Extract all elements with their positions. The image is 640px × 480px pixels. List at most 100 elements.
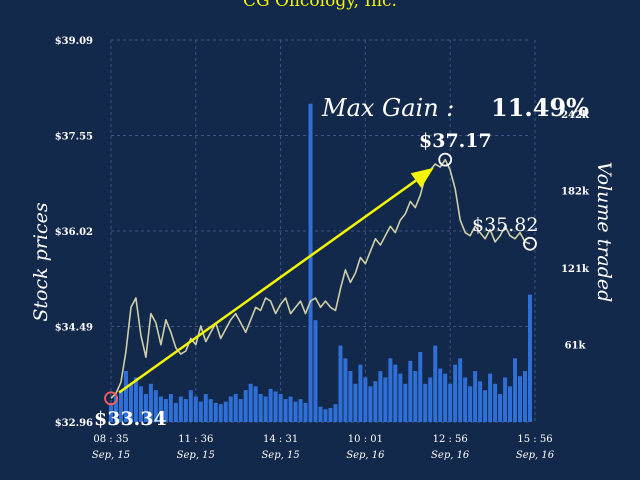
- volume-bar: [328, 407, 333, 422]
- start-price-label: $33.34: [94, 408, 167, 430]
- volume-bar: [498, 393, 503, 422]
- volume-bar: [243, 390, 248, 422]
- volume-bar: [258, 393, 263, 422]
- volume-bar: [268, 388, 273, 422]
- volume-bar: [123, 371, 128, 422]
- volume-bar: [518, 376, 523, 422]
- volume-bar: [413, 371, 418, 422]
- volume-bar: [118, 390, 123, 422]
- volume-bar: [263, 396, 268, 422]
- tick-labels: $32.96 $34.49 $36.02 $37.55 $39.09 61k 121k 182…: [55, 36, 590, 461]
- x-tick-date: Sep, 15: [92, 450, 130, 461]
- price-line: [110, 158, 531, 399]
- volume-bar: [248, 383, 253, 422]
- volume-bar: [333, 404, 338, 422]
- volume-bar: [183, 399, 188, 422]
- volume-bar: [228, 396, 233, 422]
- volume-bar: [303, 402, 308, 422]
- volume-bar: [373, 381, 378, 422]
- volume-bar: [528, 294, 532, 422]
- volume-bar: [109, 402, 113, 422]
- volume-bar: [393, 364, 398, 422]
- volume-bar: [368, 386, 373, 422]
- max-gain-value: 11.49%: [491, 93, 589, 122]
- volume-bar: [153, 390, 158, 422]
- volume-bar: [198, 401, 203, 422]
- x-tick-date: Sep, 16: [346, 450, 385, 461]
- y2-tick-label: 242k: [561, 110, 590, 121]
- volume-bar: [308, 103, 313, 423]
- volume-bar: [453, 364, 458, 422]
- volume-bar: [143, 393, 148, 422]
- x-tick-date: Sep, 15: [261, 450, 299, 461]
- volume-bar: [208, 399, 213, 422]
- volume-bar: [388, 358, 393, 422]
- volume-bar: [493, 383, 498, 422]
- volume-bar: [433, 345, 438, 422]
- max-gain-label: Max Gain :: [321, 94, 454, 122]
- volume-bar: [353, 383, 358, 422]
- volume-bar: [238, 399, 243, 422]
- volume-bar: [463, 377, 468, 422]
- volume-bar: [443, 373, 448, 422]
- max-price-label: $37.17: [419, 130, 492, 152]
- y-tick-label: $32.96: [55, 418, 93, 429]
- x-tick-date: Sep, 15: [177, 450, 215, 461]
- volume-bar: [128, 383, 133, 422]
- volume-bar: [298, 399, 303, 422]
- volume-bar: [488, 373, 493, 422]
- volume-bar: [348, 371, 353, 422]
- volume-bars: [109, 103, 532, 423]
- volume-bar: [363, 377, 368, 422]
- x-tick-date: Sep, 16: [431, 450, 470, 461]
- volume-bar: [458, 358, 463, 422]
- volume-bar: [253, 386, 258, 422]
- volume-bar: [503, 377, 508, 422]
- volume-bar: [293, 401, 298, 422]
- y-tick-label: $37.55: [55, 132, 93, 143]
- max-marker: [438, 152, 453, 167]
- volume-bar: [173, 402, 178, 422]
- current-marker: [523, 236, 537, 251]
- volume-bar: [138, 386, 143, 422]
- volume-bar: [403, 383, 408, 422]
- x-tick-time: 14 : 31: [263, 434, 298, 445]
- volume-bar: [408, 360, 413, 422]
- y-tick-label: $39.09: [55, 36, 93, 47]
- volume-bar: [398, 373, 403, 422]
- gain-arrow-shaft: [118, 179, 417, 394]
- volume-bar: [508, 386, 513, 422]
- volume-bar: [133, 377, 138, 422]
- volume-bar: [323, 409, 328, 422]
- volume-bar: [358, 364, 363, 422]
- x-tick-time: 10 : 01: [348, 434, 383, 445]
- markers: [104, 152, 537, 406]
- gain-arrow-head: [410, 167, 434, 188]
- x-tick-time: 12 : 56: [433, 434, 468, 445]
- volume-bar: [113, 396, 118, 422]
- volume-bar: [288, 396, 293, 422]
- x-tick-time: 08 : 35: [93, 434, 128, 445]
- x-tick-date: Sep, 16: [516, 450, 555, 461]
- volume-bar: [223, 401, 228, 422]
- volume-bar: [318, 406, 323, 422]
- volume-bar: [178, 396, 183, 422]
- volume-bar: [478, 381, 483, 422]
- volume-bar: [168, 393, 173, 422]
- y2-tick-label: 182k: [561, 186, 590, 197]
- volume-bar: [218, 404, 223, 422]
- volume-bar: [158, 396, 163, 422]
- volume-bar: [163, 399, 168, 422]
- gain-arrow-group: [118, 167, 434, 394]
- volume-bar: [483, 390, 488, 422]
- volume-bar: [343, 358, 348, 422]
- y-tick-label: $36.02: [55, 227, 93, 238]
- x-tick-time: 15 : 56: [517, 434, 552, 445]
- volume-bar: [428, 377, 433, 422]
- volume-bar: [448, 383, 453, 422]
- volume-bar: [438, 368, 443, 422]
- volume-bar: [233, 393, 238, 422]
- y-tick-label: $34.49: [55, 323, 93, 334]
- volume-bar: [378, 371, 383, 422]
